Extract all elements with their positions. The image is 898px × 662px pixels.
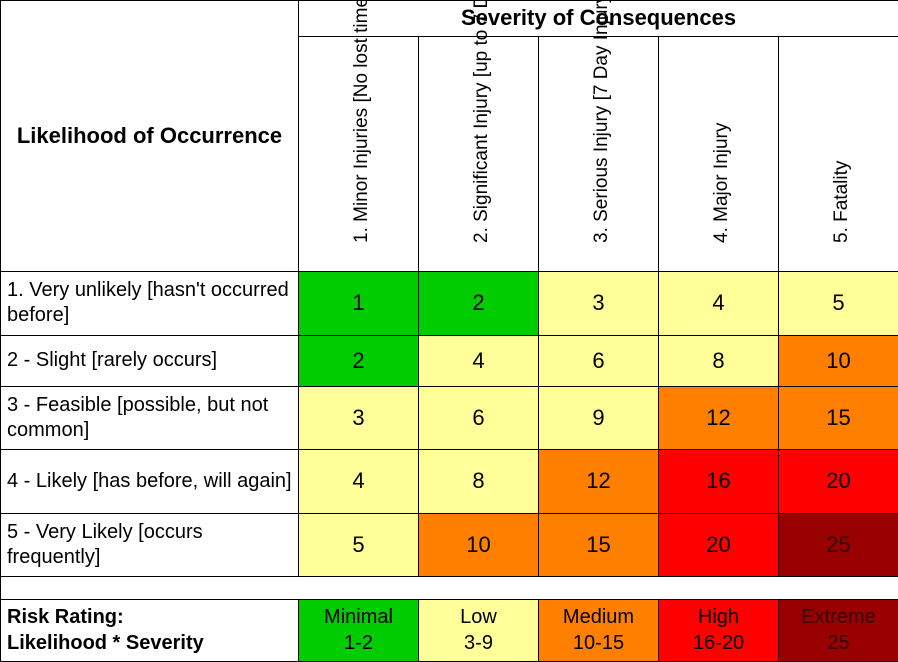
legend-item-range: 3-9 (464, 632, 493, 654)
risk-cell: 12 (539, 450, 659, 513)
risk-cell: 4 (299, 450, 419, 513)
legend-label-line2: Likelihood * Severity (7, 632, 204, 654)
legend-low: Low 3-9 (419, 599, 539, 661)
legend-item-range: 10-15 (573, 632, 624, 654)
risk-cell: 15 (539, 513, 659, 576)
legend-minimal: Minimal 1-2 (299, 599, 419, 661)
severity-col-3: 3. Serious Injury [7 Day Injury] (539, 36, 659, 271)
matrix-row: 1. Very unlikely [hasn't occurred before… (1, 272, 898, 335)
legend-high: High 16-20 (659, 599, 779, 661)
risk-cell: 8 (419, 450, 539, 513)
risk-cell: 6 (419, 386, 539, 449)
risk-cell: 5 (299, 513, 419, 576)
legend-item-name: Minimal (324, 606, 393, 628)
legend-label: Risk Rating: Likelihood * Severity (1, 599, 299, 661)
legend-item-name: Medium (563, 606, 634, 628)
spacer-row (1, 577, 898, 600)
risk-cell: 1 (299, 272, 419, 335)
severity-col-2-label: 2. Significant Injury [up to 7 Days] (471, 23, 493, 243)
legend-extreme: Extreme 25 (779, 599, 898, 661)
legend-item-name: Low (460, 606, 497, 628)
risk-cell: 25 (779, 513, 898, 576)
severity-col-4: 4. Major Injury (659, 36, 779, 271)
severity-col-1-label: 1. Minor Injuries [No lost time] (351, 23, 373, 243)
risk-cell: 9 (539, 386, 659, 449)
risk-cell: 8 (659, 335, 779, 386)
legend-item-name: Extreme (801, 606, 875, 628)
risk-cell: 4 (419, 335, 539, 386)
risk-matrix: Likelihood of Occurrence Severity of Con… (0, 0, 898, 662)
severity-col-3-label: 3. Serious Injury [7 Day Injury] (591, 23, 613, 243)
likelihood-row-2: 2 - Slight [rarely occurs] (1, 335, 299, 386)
severity-col-5: 5. Fatality (779, 36, 898, 271)
risk-cell: 5 (779, 272, 898, 335)
risk-cell: 12 (659, 386, 779, 449)
risk-cell: 3 (539, 272, 659, 335)
risk-matrix-table: Likelihood of Occurrence Severity of Con… (0, 0, 898, 662)
matrix-row: 4 - Likely [has before, will again] 4 8 … (1, 450, 898, 513)
severity-col-5-label: 5. Fatality (831, 23, 853, 243)
likelihood-row-4: 4 - Likely [has before, will again] (1, 450, 299, 513)
matrix-row: 3 - Feasible [possible, but not common] … (1, 386, 898, 449)
legend-row: Risk Rating: Likelihood * Severity Minim… (1, 599, 898, 661)
risk-cell: 20 (659, 513, 779, 576)
risk-cell: 2 (419, 272, 539, 335)
likelihood-row-5: 5 - Very Likely [occurs frequently] (1, 513, 299, 576)
risk-cell: 20 (779, 450, 898, 513)
risk-cell: 6 (539, 335, 659, 386)
legend-medium: Medium 10-15 (539, 599, 659, 661)
legend-item-name: High (698, 606, 739, 628)
matrix-row: 2 - Slight [rarely occurs] 2 4 6 8 10 (1, 335, 898, 386)
likelihood-row-3: 3 - Feasible [possible, but not common] (1, 386, 299, 449)
risk-cell: 2 (299, 335, 419, 386)
legend-label-line1: Risk Rating: (7, 606, 124, 628)
severity-col-2: 2. Significant Injury [up to 7 Days] (419, 36, 539, 271)
risk-cell: 10 (419, 513, 539, 576)
legend-item-range: 1-2 (344, 632, 373, 654)
risk-cell: 15 (779, 386, 898, 449)
matrix-row: 5 - Very Likely [occurs frequently] 5 10… (1, 513, 898, 576)
risk-cell: 4 (659, 272, 779, 335)
risk-cell: 16 (659, 450, 779, 513)
legend-item-range: 16-20 (693, 632, 744, 654)
risk-cell: 3 (299, 386, 419, 449)
risk-cell: 10 (779, 335, 898, 386)
legend-item-range: 25 (827, 632, 849, 654)
severity-col-4-label: 4. Major Injury (711, 23, 733, 243)
likelihood-row-1: 1. Very unlikely [hasn't occurred before… (1, 272, 299, 335)
severity-col-1: 1. Minor Injuries [No lost time] (299, 36, 419, 271)
likelihood-header: Likelihood of Occurrence (1, 1, 299, 272)
